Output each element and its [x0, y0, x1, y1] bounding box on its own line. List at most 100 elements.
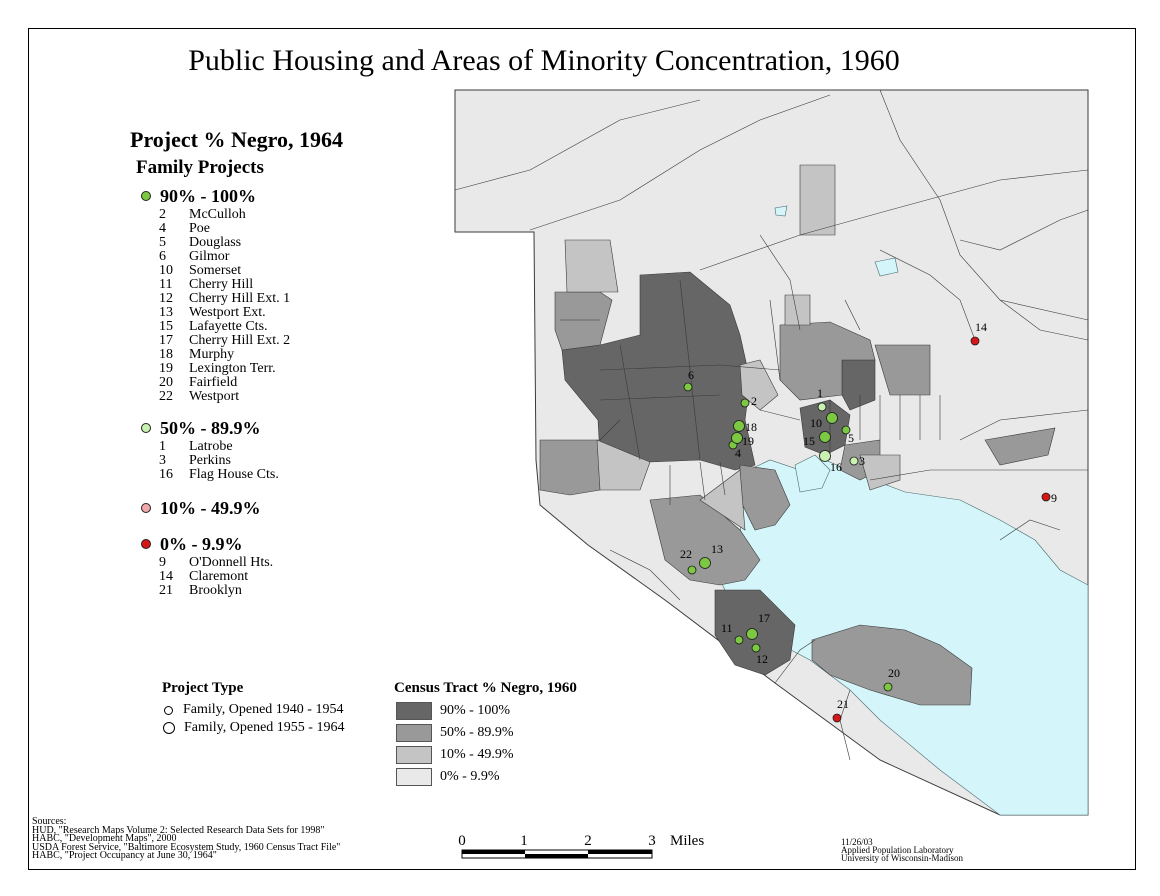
inner-harbor — [794, 454, 831, 493]
list-item: 11 Cherry Hill — [159, 277, 254, 292]
large-circle-icon — [163, 722, 175, 734]
tract-light-0 — [564, 239, 619, 293]
project-label-17: 17 — [758, 611, 770, 625]
list-item: 16 Flag House Cts. — [159, 467, 279, 482]
swatch-10-49 — [396, 746, 432, 764]
boundary-1 — [529, 94, 831, 231]
project-point-3 — [849, 456, 859, 466]
project-point-9 — [1041, 492, 1051, 502]
project-label-12: 12 — [756, 652, 768, 666]
list-item: 12 Cherry Hill Ext. 1 — [159, 291, 291, 306]
project-type-item: Family, Opened 1940 - 1954 — [164, 701, 344, 719]
boundary-4 — [759, 234, 801, 331]
project-point-21 — [832, 713, 842, 723]
project-type-title: Project Type — [162, 680, 244, 696]
project-label-1: 1 — [817, 386, 823, 400]
list-item: 10 Somerset — [159, 263, 242, 278]
tract-light-4 — [784, 294, 811, 326]
group-label: 10% - 49.9% — [160, 497, 261, 518]
map-frame — [28, 28, 1136, 870]
project-label-14: 14 — [975, 320, 987, 334]
group-label: 90% - 100% — [160, 185, 256, 206]
boundary-10 — [619, 344, 641, 461]
tract-light-2 — [596, 439, 651, 491]
project-point-18 — [733, 420, 745, 432]
red-dot-icon — [141, 539, 151, 549]
scale-unit: Miles — [670, 833, 704, 849]
census-class: 50% - 89.9% — [394, 722, 577, 744]
project-point-17 — [746, 628, 758, 640]
project-label-15: 15 — [803, 434, 815, 448]
project-label-18: 18 — [745, 420, 757, 434]
list-item: 17 Cherry Hill Ext. 2 — [159, 333, 291, 348]
scale-seg-b — [525, 854, 588, 858]
list-item: 20 Fairfield — [159, 375, 238, 390]
group-label: 0% - 9.9% — [160, 533, 243, 554]
boundary-0 — [454, 99, 701, 191]
pink-dot-icon — [141, 503, 151, 513]
boundary-29 — [599, 419, 621, 441]
list-item: 21 Brooklyn — [159, 583, 242, 598]
group-label: 50% - 89.9% — [160, 417, 261, 438]
project-label-20: 20 — [888, 666, 900, 680]
boundary-9 — [599, 394, 721, 401]
census-class: 10% - 49.9% — [394, 744, 577, 766]
project-point-2 — [740, 398, 750, 408]
scale-tick-3: 3 — [648, 833, 656, 849]
tract-light-3 — [739, 359, 779, 411]
boundary-26 — [774, 639, 816, 684]
project-label-2: 2 — [751, 394, 757, 408]
boundary-8 — [599, 364, 781, 371]
project-label-13: 13 — [711, 542, 723, 556]
project-label-4: 4 — [735, 446, 741, 460]
census-legend-title: Census Tract % Negro, 1960 — [394, 680, 577, 696]
project-point-1 — [817, 402, 827, 412]
list-item: 4 Poe — [159, 221, 210, 236]
project-label-11: 11 — [721, 621, 733, 635]
scale-tick-1: 1 — [520, 833, 528, 849]
project-label-6: 6 — [688, 368, 694, 382]
legend-subtitle: Family Projects — [136, 157, 264, 178]
list-item: 15 Lafayette Cts. — [159, 319, 268, 334]
list-item: 9 O'Donnell Hts. — [159, 555, 274, 570]
project-label-9: 9 — [1051, 491, 1057, 505]
map-title: Public Housing and Areas of Minority Con… — [188, 44, 900, 77]
light-green-dot-icon — [141, 423, 151, 433]
boundary-13 — [769, 299, 781, 381]
census-class: 90% - 100% — [394, 700, 577, 722]
project-label-22: 22 — [680, 547, 692, 561]
project-list: 2 McCulloh 4 Poe 5 Douglass 6 Gilmor 10 Somer… — [141, 208, 290, 404]
project-label-10: 10 — [810, 416, 822, 430]
census-class: 0% - 9.9% — [394, 766, 577, 788]
sources-block: Sources: HUD, "Research Maps Volume 2: S… — [32, 816, 341, 862]
legend-group-90-100: 90% - 100% 2 McCulloh 4 Poe 5 Douglass 6 Gil… — [141, 185, 290, 404]
scale-seg-a — [462, 850, 525, 854]
project-point-22 — [687, 565, 697, 575]
boundary-24 — [959, 209, 1089, 251]
boundary-25 — [609, 549, 681, 601]
boundary-5 — [879, 249, 976, 341]
project-point-14 — [970, 336, 980, 346]
list-item: 6 Gilmor — [159, 249, 230, 264]
swatch-50-89 — [396, 724, 432, 742]
boundary-3 — [879, 89, 1089, 321]
project-point-11 — [734, 635, 744, 645]
swatch-90-100 — [396, 702, 432, 720]
scale-seg-c — [588, 850, 652, 854]
project-label-5: 5 — [848, 431, 854, 445]
project-point-5 — [841, 425, 851, 435]
project-point-19 — [731, 432, 743, 444]
project-point-10 — [826, 412, 838, 424]
project-label-21: 21 — [837, 697, 849, 711]
boundary-11 — [679, 279, 701, 461]
boundary-6 — [959, 409, 1089, 441]
green-dot-icon — [141, 191, 151, 201]
tract-mid-3 — [539, 439, 601, 496]
lake-a — [874, 257, 899, 277]
project-point-12 — [751, 643, 761, 653]
tract-boundaries — [454, 89, 1089, 761]
list-item: 19 Lexington Terr. — [159, 361, 276, 376]
census-tracts — [539, 164, 1056, 706]
project-label-16: 16 — [830, 460, 842, 474]
